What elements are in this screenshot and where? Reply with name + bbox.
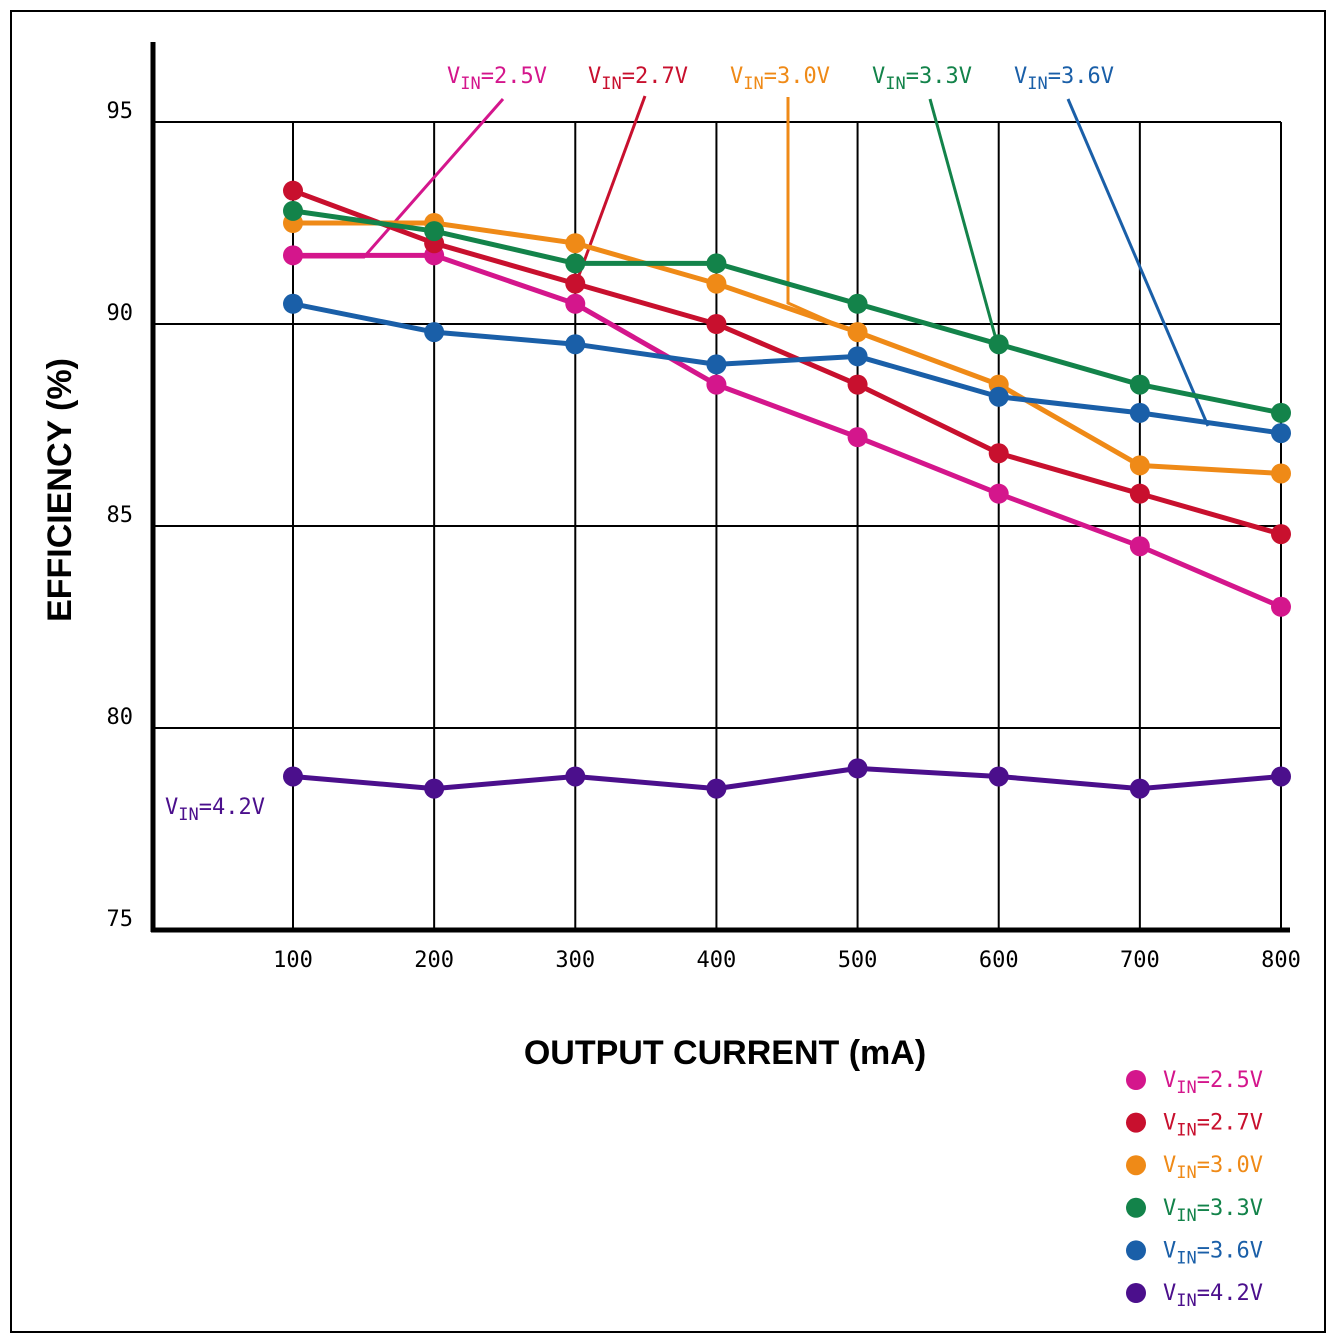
y-tick-label: 95 (107, 99, 134, 124)
data-point-vin-3-3v (1129, 374, 1150, 395)
data-point-vin-2-5v (565, 293, 586, 314)
series-lines (292, 188, 1282, 792)
data-point-vin-3-3v (283, 200, 303, 221)
data-point-vin-2-7v (847, 374, 868, 395)
callout-label-vin-4-2v: VIN=4.2V (165, 795, 265, 825)
data-point-vin-2-5v (988, 483, 1009, 504)
data-point-vin-3-6v (565, 334, 586, 355)
data-point-vin-3-6v (988, 386, 1009, 407)
data-point-vin-3-0v (706, 273, 727, 294)
callout-label-vin-3-0v: VIN=3.0V (730, 64, 830, 94)
data-point-vin-2-7v (1271, 524, 1291, 545)
data-point-vin-3-0v (565, 233, 586, 254)
x-axis-title: OUTPUT CURRENT (mA) (524, 1034, 926, 1072)
data-point-vin-3-6v (1271, 423, 1291, 444)
axes (150, 42, 1290, 933)
grid (153, 121, 1282, 930)
legend-label-vin-2-7v: VIN=2.7V (1163, 1111, 1263, 1141)
legend: VIN=2.5V VIN=2.7V VIN=3.0V VIN=3.3V VIN=3.6V… (1126, 1068, 1263, 1311)
callout-line-vin-3-3v (928, 98, 999, 344)
data-point-vin-2-5v (706, 374, 727, 395)
series-line-vin-4-2v (292, 765, 1282, 792)
data-point-vin-4-2v (706, 778, 727, 799)
data-point-vin-3-3v (706, 253, 727, 274)
callout-label-vin-3-6v: VIN=3.6V (1014, 64, 1114, 94)
legend-marker-vin-3-0v (1126, 1155, 1146, 1176)
data-point-vin-3-6v (847, 346, 868, 367)
callout-label-vin-2-5v: VIN=2.5V (447, 64, 547, 94)
data-point-vin-3-3v (847, 293, 868, 314)
data-point-vin-4-2v (283, 766, 303, 787)
series-callouts: VIN=2.5V VIN=2.7V VIN=3.0V VIN=3.3V VIN=3.6V… (165, 64, 1210, 825)
data-point-vin-3-0v (1129, 455, 1150, 476)
legend-label-vin-3-6v: VIN=3.6V (1163, 1238, 1263, 1268)
series-markers (283, 180, 1291, 799)
callout-label-vin-2-7v: VIN=2.7V (588, 64, 688, 94)
legend-label-vin-3-0v: VIN=3.0V (1163, 1153, 1263, 1183)
y-tick-label: 75 (107, 907, 134, 932)
data-point-vin-4-2v (988, 766, 1009, 787)
data-point-vin-2-5v (1271, 596, 1291, 617)
data-point-vin-2-7v (988, 443, 1009, 464)
legend-marker-vin-4-2v (1126, 1283, 1146, 1303)
data-point-vin-4-2v (565, 766, 586, 787)
series-line-vin-2-7v (292, 188, 1282, 537)
x-tick-label: 200 (414, 948, 454, 973)
callout-label-vin-3-3v: VIN=3.3V (872, 64, 972, 94)
legend-label-vin-2-5v: VIN=2.5V (1163, 1068, 1263, 1098)
data-point-vin-2-7v (706, 314, 727, 334)
y-tick-label: 80 (107, 705, 134, 730)
data-point-vin-3-3v (1271, 402, 1291, 423)
data-point-vin-2-5v (1129, 536, 1150, 557)
x-tick-label: 700 (1120, 948, 1160, 973)
data-point-vin-4-2v (1129, 778, 1150, 799)
data-point-vin-3-0v (1271, 463, 1291, 484)
data-point-vin-4-2v (424, 778, 445, 799)
x-tick-label: 400 (697, 948, 737, 973)
data-point-vin-2-5v (847, 427, 868, 448)
legend-marker-vin-3-6v (1126, 1240, 1146, 1261)
data-point-vin-3-0v (847, 322, 868, 343)
y-tick-label: 85 (107, 503, 134, 528)
x-tick-label: 800 (1261, 948, 1301, 973)
legend-marker-vin-2-5v (1126, 1070, 1146, 1090)
y-tick-labels: 75 80 85 90 95 (107, 99, 134, 932)
data-point-vin-2-5v (283, 245, 303, 266)
chart-frame (10, 10, 1326, 1333)
data-point-vin-3-3v (988, 334, 1009, 355)
callout-line-vin-2-7v (573, 95, 647, 287)
x-tick-labels: 100 200 300 400 500 600 700 800 (273, 948, 1301, 973)
data-point-vin-3-6v (424, 322, 445, 343)
series-line-vin-3-3v (292, 208, 1282, 416)
x-tick-label: 600 (979, 948, 1019, 973)
series-line-vin-3-0v (293, 220, 1282, 476)
legend-marker-vin-3-3v (1126, 1197, 1146, 1218)
legend-label-vin-3-3v: VIN=3.3V (1163, 1196, 1263, 1226)
data-point-vin-2-7v (565, 273, 586, 294)
data-point-vin-3-6v (706, 354, 727, 375)
legend-label-vin-4-2v: VIN=4.2V (1163, 1281, 1263, 1311)
x-tick-label: 500 (838, 948, 878, 973)
y-tick-label: 90 (107, 301, 134, 326)
legend-marker-vin-2-7v (1126, 1112, 1146, 1133)
data-point-vin-4-2v (847, 758, 868, 779)
data-point-vin-3-6v (1129, 402, 1150, 423)
series-line-vin-2-5v (293, 252, 1282, 610)
data-point-vin-3-3v (424, 221, 445, 242)
data-point-vin-3-3v (565, 253, 586, 274)
x-tick-label: 100 (273, 948, 313, 973)
y-axis-title: EFFICIENCY (%) (41, 358, 79, 622)
data-point-vin-2-7v (1129, 483, 1150, 504)
data-point-vin-2-7v (283, 180, 303, 201)
data-point-vin-3-6v (283, 293, 303, 314)
x-tick-label: 300 (555, 948, 595, 973)
callout-line-vin-3-6v (1066, 98, 1210, 427)
series-line-vin-3-6v (292, 301, 1282, 436)
data-point-vin-4-2v (1271, 766, 1291, 787)
